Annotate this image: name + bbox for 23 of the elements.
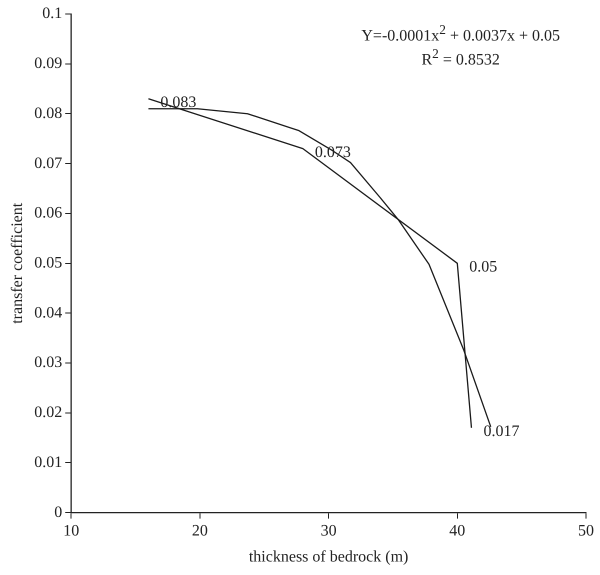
x-tick-label: 50: [578, 522, 594, 540]
data-label: 0.017: [483, 423, 520, 440]
y-tick-label: 0: [54, 504, 62, 521]
y-tick-label: 0.02: [34, 404, 62, 422]
x-axis-title: thickness of bedrock (m): [248, 548, 408, 566]
y-tick-label: 0.03: [34, 354, 62, 372]
y-tick-label: 0.07: [34, 154, 62, 172]
x-tick-label: 40: [449, 522, 466, 540]
y-tick-label: 0.06: [34, 204, 62, 222]
x-tick-label: 10: [63, 522, 80, 540]
annotation: R$^{2}$ = 0.8532: [420, 46, 501, 71]
x-tick-label: 20: [192, 522, 208, 540]
annotation: Y=-0.0001x$^{2}$ + 0.0037x + 0.05: [361, 22, 560, 46]
x-tick-label: 30: [320, 522, 337, 540]
data-label: 0.05: [469, 258, 498, 276]
y-tick-label: 0.08: [34, 104, 62, 122]
y-tick-label: 0.04: [34, 304, 62, 322]
y-tick-label: 0.01: [34, 454, 62, 471]
y-axis-title: transfer coefficient: [8, 202, 26, 324]
data-label: 0.083: [160, 94, 196, 111]
y-tick-label: 0.09: [34, 55, 62, 72]
y-tick-label: 0.05: [34, 254, 62, 272]
y-tick-label: 0.1: [42, 5, 62, 22]
